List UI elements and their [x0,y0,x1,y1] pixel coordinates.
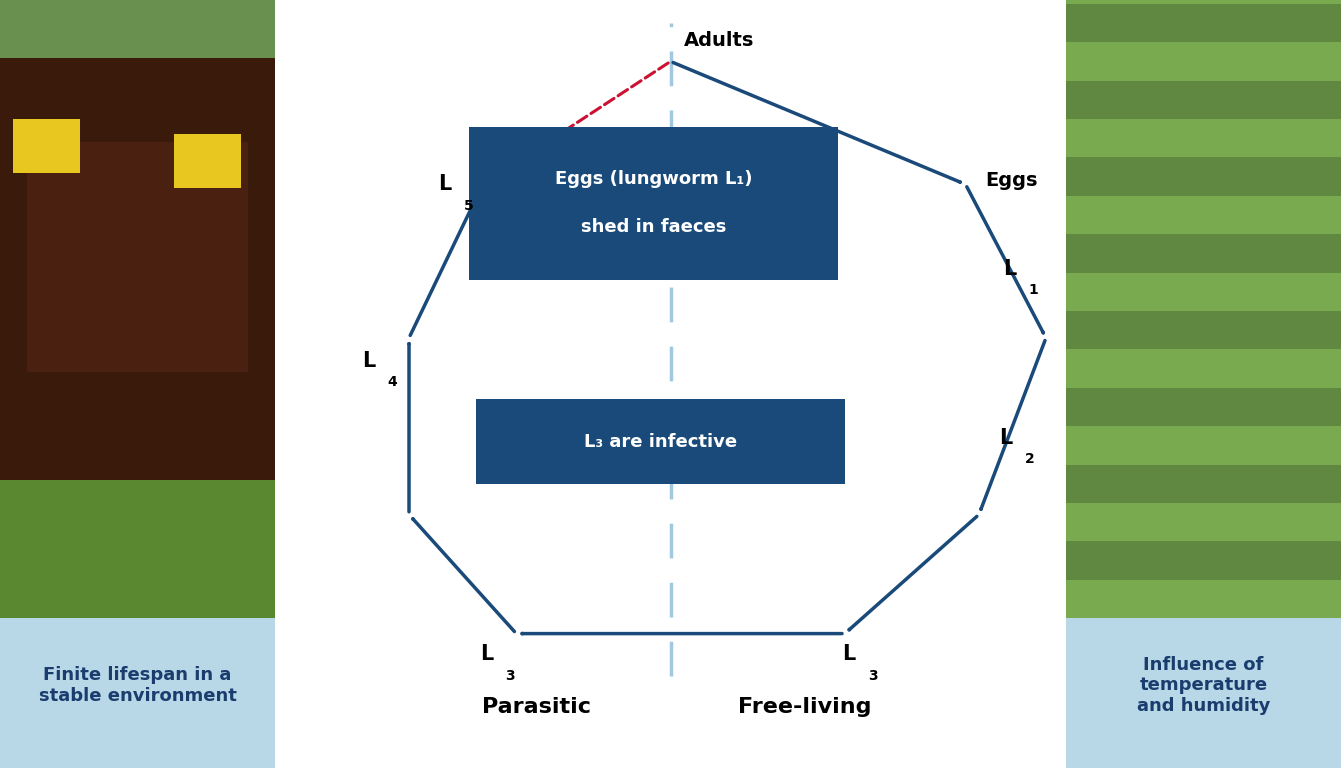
FancyBboxPatch shape [1066,4,1341,42]
Text: 3: 3 [506,669,515,683]
Text: Free-living: Free-living [738,697,872,717]
FancyBboxPatch shape [0,480,275,618]
FancyBboxPatch shape [275,0,1066,768]
Text: 1: 1 [1029,283,1038,297]
Text: 3: 3 [868,669,877,683]
Text: Parasitic: Parasitic [481,697,591,717]
Text: 5: 5 [464,199,473,213]
FancyBboxPatch shape [0,0,275,618]
FancyBboxPatch shape [27,142,248,372]
Text: 2: 2 [1025,452,1034,466]
Text: Eggs (lungworm L₁): Eggs (lungworm L₁) [555,170,752,188]
FancyBboxPatch shape [1066,234,1341,273]
FancyBboxPatch shape [1066,81,1341,119]
Text: 4: 4 [388,376,397,389]
FancyBboxPatch shape [174,134,241,188]
FancyBboxPatch shape [13,119,80,173]
Text: L: L [439,174,452,194]
FancyBboxPatch shape [476,399,845,484]
Text: L₃ are infective: L₃ are infective [583,432,738,451]
FancyBboxPatch shape [1066,618,1341,768]
Text: L: L [842,644,856,664]
FancyBboxPatch shape [1066,388,1341,426]
FancyBboxPatch shape [1066,541,1341,580]
FancyBboxPatch shape [1066,465,1341,503]
FancyBboxPatch shape [0,618,275,768]
Text: Finite lifespan in a
stable environment: Finite lifespan in a stable environment [39,666,236,705]
Text: Eggs: Eggs [986,171,1038,190]
Text: L: L [999,428,1012,448]
Text: shed in faeces: shed in faeces [581,217,727,236]
FancyBboxPatch shape [469,127,838,280]
Text: L: L [1003,259,1016,279]
FancyBboxPatch shape [0,58,275,480]
Text: L: L [480,644,493,664]
FancyBboxPatch shape [1066,157,1341,196]
Text: Influence of
temperature
and humidity: Influence of temperature and humidity [1137,656,1270,715]
Text: L: L [362,351,375,371]
Text: Adults: Adults [684,31,754,50]
FancyBboxPatch shape [1066,0,1341,618]
FancyBboxPatch shape [1066,311,1341,349]
